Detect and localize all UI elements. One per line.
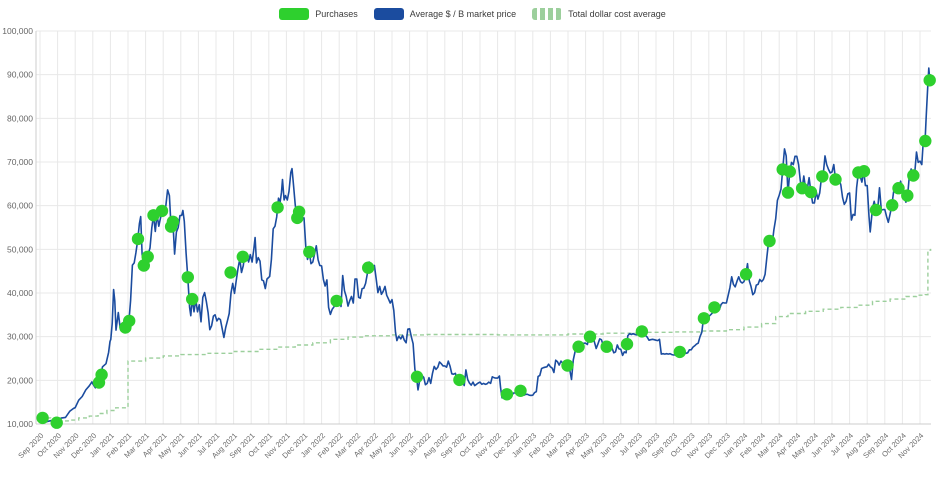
purchase-dot[interactable] [292,205,306,218]
purchase-dot[interactable] [141,250,154,263]
purchase-dot[interactable] [303,245,316,259]
purchase-dot[interactable] [95,368,108,381]
purchases-swatch-icon [279,8,310,20]
purchase-dot[interactable] [763,234,776,248]
purchase-dot[interactable] [886,199,899,212]
purchase-dot[interactable] [739,268,753,281]
purchase-dot[interactable] [123,314,136,328]
chart-legend: Purchases Average $ / B market price Tot… [0,8,945,20]
purchase-dot[interactable] [572,340,585,353]
legend-item-market-price[interactable]: Average $ / B market price [373,8,517,20]
purchase-dot[interactable] [166,215,180,228]
purchase-dot[interactable] [804,185,818,199]
purchase-dot[interactable] [816,170,829,183]
purchase-dot[interactable] [181,271,194,284]
legend-item-purchases[interactable]: Purchases [279,8,358,20]
purchase-dot[interactable] [131,232,145,246]
purchase-dot[interactable] [857,165,871,178]
purchase-dot[interactable] [673,345,686,359]
dca-line [40,248,932,422]
purchase-dot[interactable] [783,165,796,178]
legend-item-dca[interactable]: Total dollar cost average [532,8,666,20]
purchase-dot[interactable] [50,416,63,429]
dca-swatch-icon [532,8,563,20]
purchase-dot[interactable] [236,250,249,263]
purchase-dot[interactable] [36,411,49,425]
purchase-dot[interactable] [919,134,932,148]
y-axis-label: 70,000 [7,157,33,167]
purchase-dot[interactable] [892,182,905,195]
y-axis-label: 20,000 [7,375,33,385]
purchase-dot[interactable] [697,312,711,325]
purchase-dot[interactable] [561,359,574,372]
purchase-dot[interactable] [155,204,169,218]
legend-label-market-price: Average $ / B market price [409,9,517,19]
market-price-swatch-icon [373,8,404,20]
purchase-dot[interactable] [907,169,920,182]
purchase-dot[interactable] [635,325,649,338]
y-axis-label: 90,000 [7,70,33,80]
purchase-dot[interactable] [514,384,527,397]
purchase-dot[interactable] [583,330,597,343]
purchase-dot[interactable] [453,373,466,387]
purchase-dot[interactable] [708,301,721,314]
y-axis-label: 40,000 [7,288,33,298]
y-axis-label: 50,000 [7,244,33,254]
purchase-dot[interactable] [271,201,284,214]
purchase-dot[interactable] [781,186,795,199]
purchase-dot[interactable] [330,294,343,308]
purchase-dot[interactable] [869,203,883,217]
y-axis-label: 80,000 [7,113,33,123]
purchase-dot[interactable] [901,189,914,202]
purchase-dot[interactable] [829,173,842,186]
y-axis-label: 100,000 [2,26,33,36]
market-price-line [39,67,932,424]
purchase-dot[interactable] [600,340,613,353]
purchase-dot[interactable] [410,370,424,383]
purchase-dot[interactable] [500,388,514,401]
purchase-dot[interactable] [620,337,634,351]
legend-label-dca: Total dollar cost average [568,9,666,19]
purchase-dot[interactable] [923,74,936,87]
purchase-dot[interactable] [362,261,375,274]
purchase-dot[interactable] [224,266,237,279]
legend-label-purchases: Purchases [315,9,358,19]
y-axis-label: 30,000 [7,332,33,342]
y-axis-label: 60,000 [7,201,33,211]
purchase-dot[interactable] [186,292,199,306]
y-axis-label: 10,000 [7,419,33,429]
